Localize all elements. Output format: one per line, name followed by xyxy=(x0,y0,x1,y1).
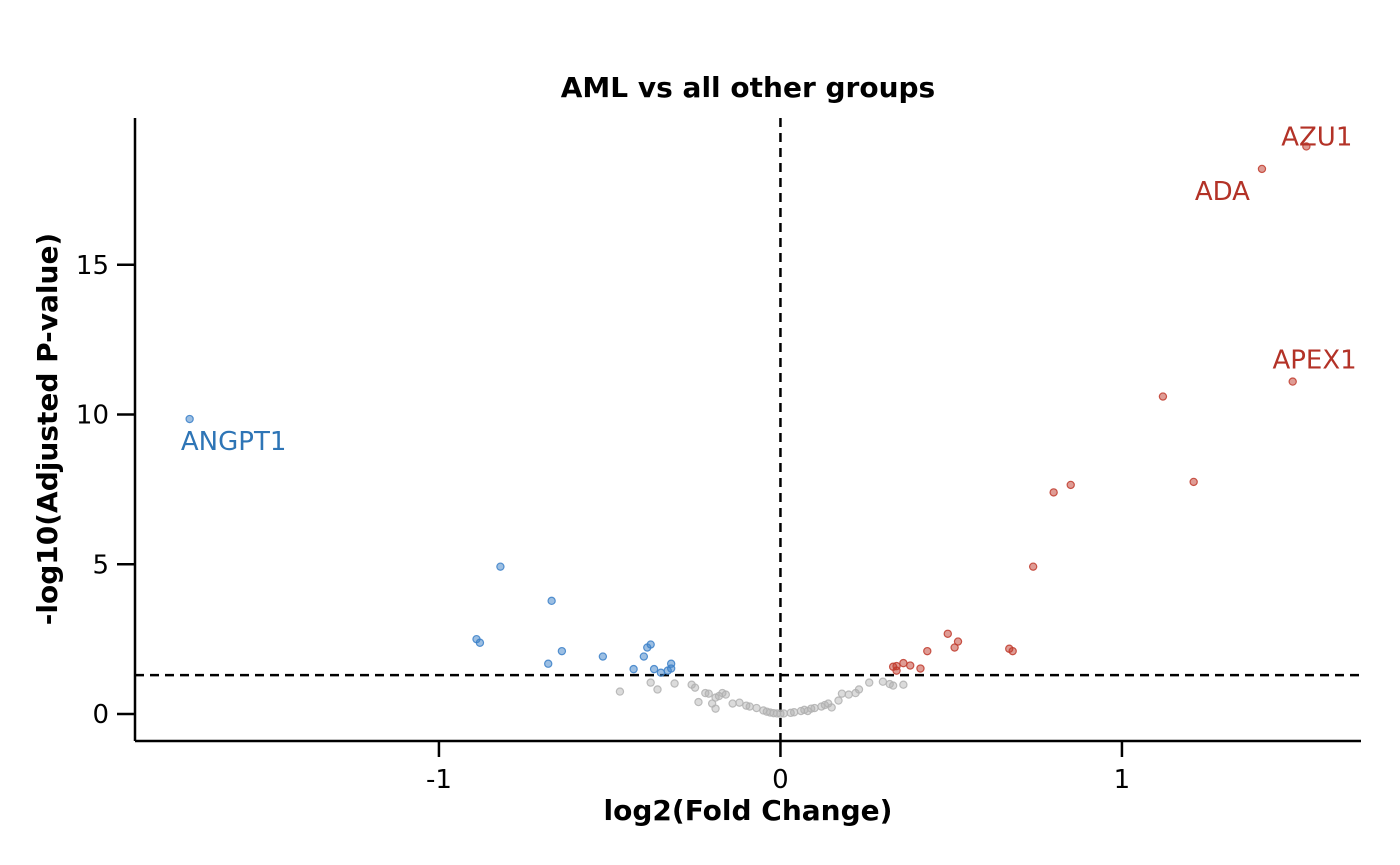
point-downregulated xyxy=(544,659,553,668)
point-not-significant xyxy=(779,709,789,718)
point-not-significant xyxy=(899,680,908,689)
point-downregulated xyxy=(475,638,485,647)
plot-area: ANGPT1 AZU1 ADA APEX1 xyxy=(135,118,1361,741)
y-axis-ticks: 0 5 10 15 xyxy=(76,251,135,730)
point-downregulated xyxy=(666,664,676,673)
point-upregulated xyxy=(1066,480,1075,490)
y-tick-label: 15 xyxy=(76,251,109,281)
point-not-significant xyxy=(865,678,874,687)
point-downregulated xyxy=(557,646,567,656)
point-not-significant xyxy=(854,685,864,694)
chart-title: AML vs all other groups xyxy=(561,71,935,104)
y-axis-label: -log10(Adjusted P-value) xyxy=(31,233,64,625)
x-axis-ticks: -1 0 1 xyxy=(426,741,1130,795)
point-not-significant xyxy=(837,689,847,698)
y-tick-label: 5 xyxy=(92,550,109,580)
point-downregulated xyxy=(496,562,505,571)
point-upregulated xyxy=(943,629,952,638)
point-upregulated xyxy=(1288,377,1297,386)
point-not-significant xyxy=(878,677,888,686)
y-tick-label: 0 xyxy=(92,700,109,730)
gene-label: AZU1 xyxy=(1281,122,1352,152)
point-upregulated xyxy=(899,658,908,668)
series-not-significant xyxy=(615,677,908,718)
point-not-significant xyxy=(827,703,836,712)
point-upregulated xyxy=(950,643,959,652)
point-upregulated xyxy=(1028,562,1038,571)
point-not-significant xyxy=(615,687,625,696)
gene-labels: ANGPT1 AZU1 ADA APEX1 xyxy=(181,122,1357,457)
point-not-significant xyxy=(704,689,713,698)
point-not-significant xyxy=(735,698,744,707)
point-not-significant xyxy=(653,685,662,694)
x-tick-label: 0 xyxy=(772,765,789,795)
point-upregulated xyxy=(1302,142,1311,151)
point-upregulated xyxy=(1189,477,1198,487)
series-downregulated xyxy=(185,414,676,677)
point-not-significant xyxy=(694,697,703,707)
point-not-significant xyxy=(752,703,761,713)
point-upregulated xyxy=(1158,392,1168,401)
point-downregulated xyxy=(547,596,556,606)
point-not-significant xyxy=(690,683,700,692)
x-tick-label: -1 xyxy=(426,765,452,795)
point-downregulated xyxy=(598,652,608,661)
point-downregulated xyxy=(646,640,655,649)
point-downregulated xyxy=(656,668,666,677)
threshold-lines xyxy=(135,118,1361,741)
point-not-significant xyxy=(834,696,843,705)
point-not-significant xyxy=(670,679,679,688)
gene-label: ADA xyxy=(1195,177,1250,207)
x-tick-label: 1 xyxy=(1114,765,1131,795)
gene-label: APEX1 xyxy=(1272,346,1356,376)
point-not-significant xyxy=(711,704,720,713)
point-upregulated xyxy=(1008,646,1017,656)
point-downregulated xyxy=(185,414,194,424)
point-downregulated xyxy=(649,664,659,674)
axes: -1 0 1 0 5 10 15 xyxy=(76,118,1361,795)
point-not-significant xyxy=(810,703,819,713)
point-not-significant xyxy=(745,702,754,711)
point-upregulated xyxy=(923,646,932,656)
gene-label: ANGPT1 xyxy=(181,427,287,457)
point-upregulated xyxy=(1049,488,1058,497)
point-downregulated xyxy=(629,664,638,674)
point-upregulated xyxy=(1257,164,1267,174)
point-upregulated xyxy=(916,664,925,673)
point-not-significant xyxy=(646,678,655,687)
point-upregulated xyxy=(906,661,915,670)
point-not-significant xyxy=(888,681,898,690)
y-tick-label: 10 xyxy=(76,401,109,431)
x-axis-label: log2(Fold Change) xyxy=(604,794,893,827)
point-not-significant xyxy=(728,699,737,708)
point-not-significant xyxy=(721,690,731,699)
point-downregulated xyxy=(639,652,649,661)
series-upregulated xyxy=(888,142,1311,675)
point-not-significant xyxy=(789,708,799,717)
point-not-significant xyxy=(844,690,853,699)
point-upregulated xyxy=(892,666,901,675)
